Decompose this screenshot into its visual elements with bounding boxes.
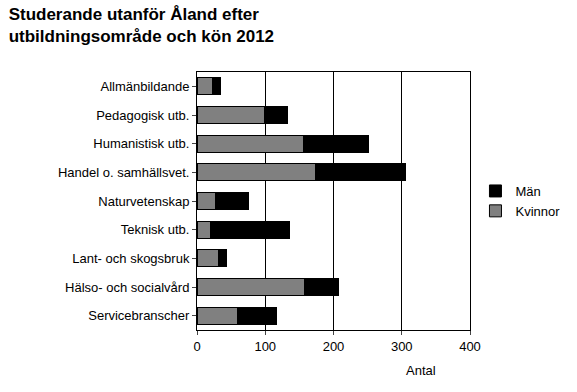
svg-text:Allmänbildande: Allmänbildande <box>100 79 189 94</box>
svg-text:400: 400 <box>459 339 481 354</box>
svg-text:Servicebranscher: Servicebranscher <box>88 308 190 323</box>
svg-text:Kvinnor: Kvinnor <box>515 204 560 219</box>
svg-text:300: 300 <box>391 339 413 354</box>
svg-text:Hälso- och socialvård: Hälso- och socialvård <box>65 280 189 295</box>
svg-text:Naturvetenskap: Naturvetenskap <box>98 194 189 209</box>
svg-text:Män: Män <box>515 184 540 199</box>
svg-text:Lant- och skogsbruk: Lant- och skogsbruk <box>72 251 190 266</box>
svg-text:Pedagogisk utb.: Pedagogisk utb. <box>96 108 189 123</box>
svg-text:Studerande utanför Åland efter: Studerande utanför Åland efterutbildning… <box>9 5 274 46</box>
svg-text:200: 200 <box>323 339 345 354</box>
svg-text:100: 100 <box>254 339 276 354</box>
svg-text:Antal: Antal <box>406 363 436 378</box>
svg-text:Humanistisk utb.: Humanistisk utb. <box>93 136 189 151</box>
svg-text:0: 0 <box>193 339 200 354</box>
svg-text:Handel o. samhällsvet.: Handel o. samhällsvet. <box>58 165 190 180</box>
svg-text:Teknisk utb.: Teknisk utb. <box>121 222 190 237</box>
